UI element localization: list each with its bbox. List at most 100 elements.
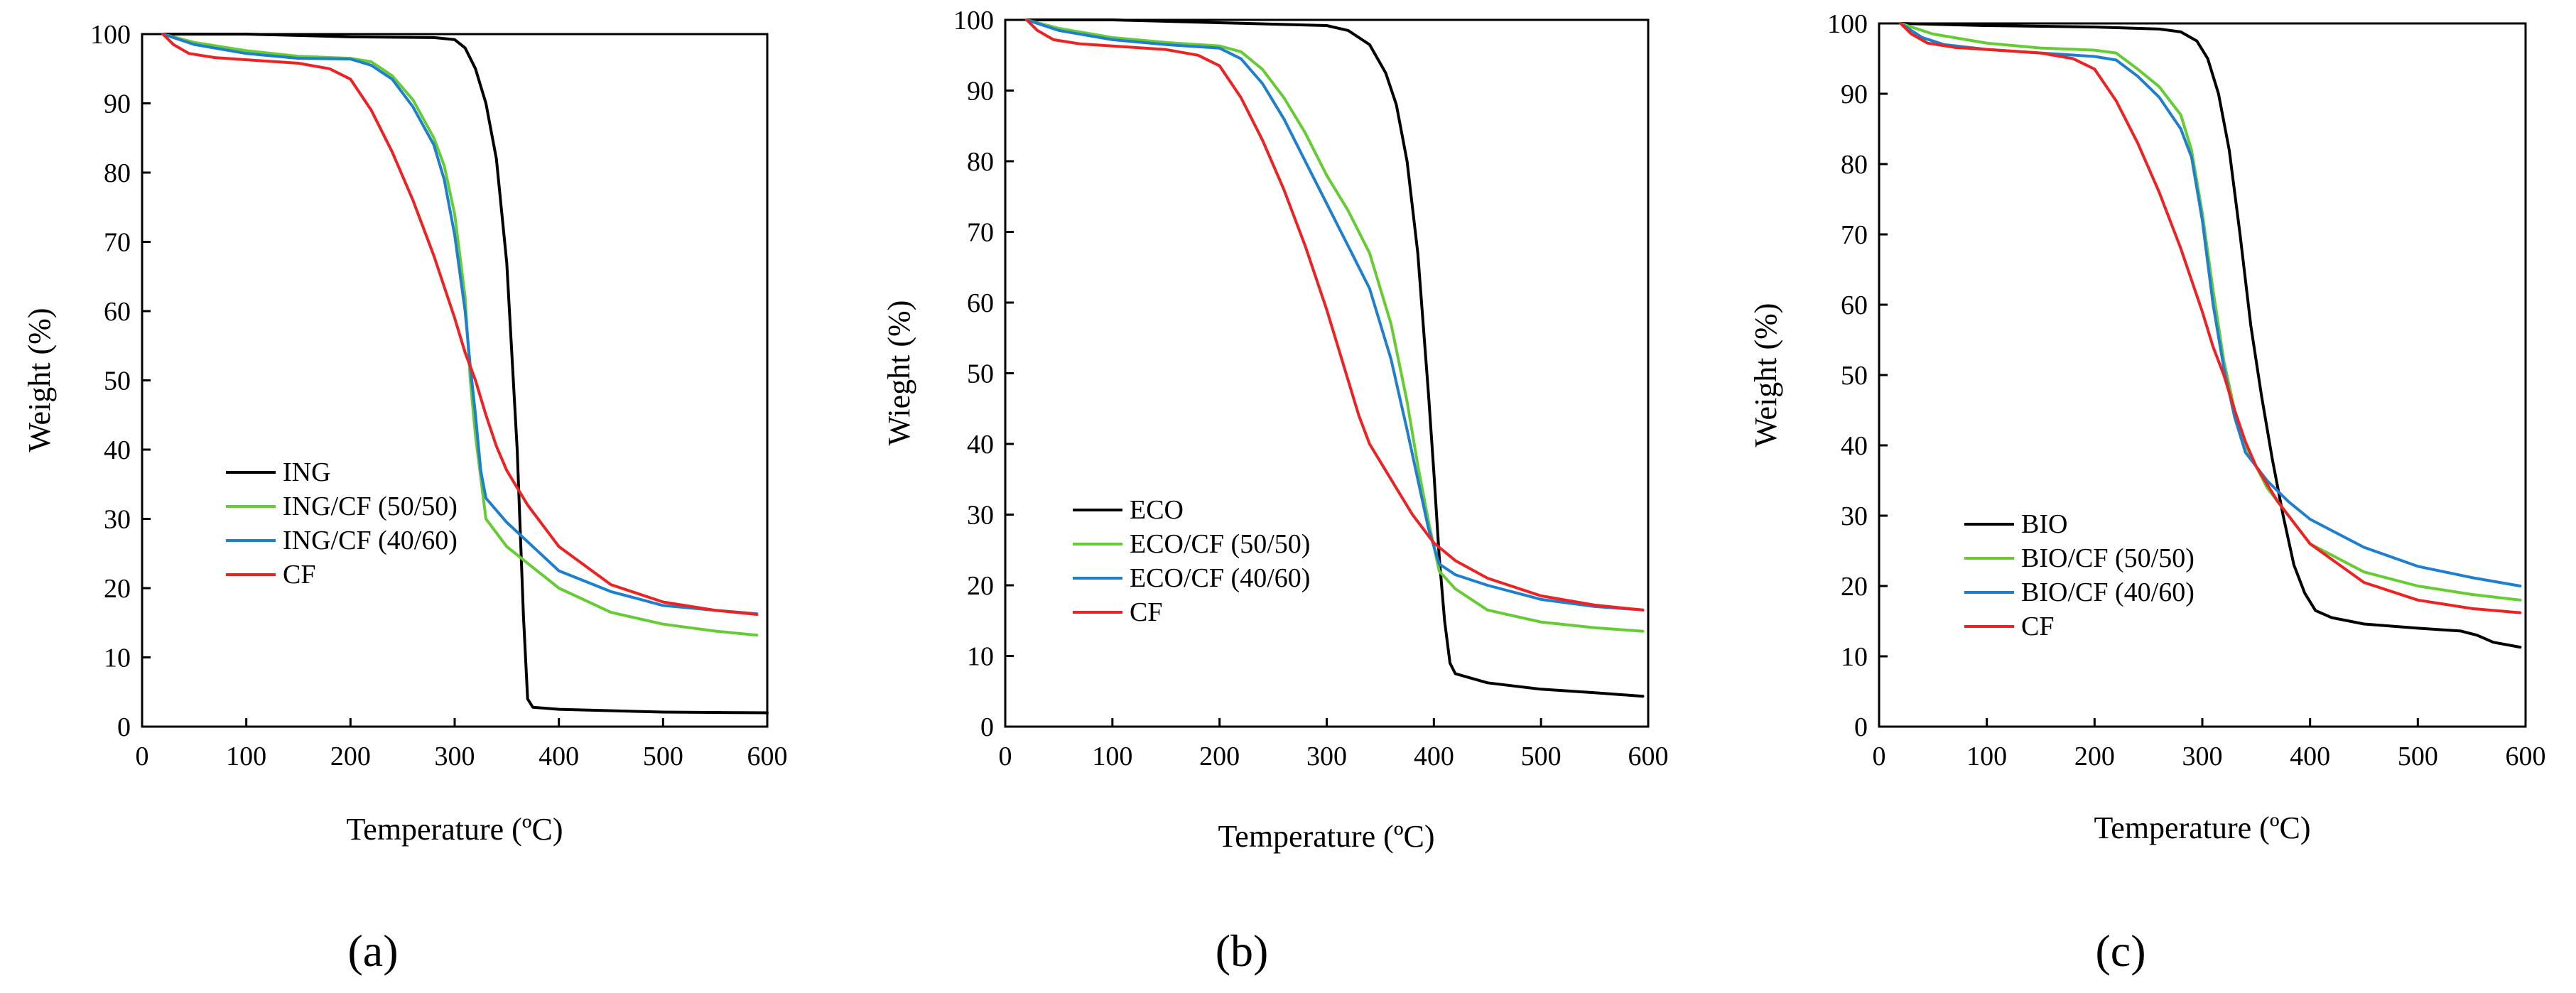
series-line-eco-cf-40-60: [1025, 18, 1645, 612]
x-tick-label: 200: [1199, 742, 1240, 771]
legend-label: CF: [2021, 612, 2054, 641]
y-tick-label: 0: [117, 712, 131, 742]
x-tick-label: 200: [330, 742, 371, 771]
legend-label: ING: [283, 457, 331, 487]
y-tick-label: 20: [967, 571, 994, 601]
legend-label: ECO: [1130, 495, 1184, 525]
series-line-eco-cf-50-50: [1025, 18, 1645, 633]
panel-label: (c): [2095, 926, 2145, 976]
x-tick-label: 200: [2074, 742, 2115, 771]
x-tick-label: 300: [2182, 742, 2223, 771]
x-tick-label: 300: [435, 742, 475, 771]
x-tick-label: 0: [999, 742, 1012, 771]
y-axis-title: Wieght (%): [882, 300, 916, 446]
y-tick-label: 90: [967, 77, 994, 107]
y-tick-label: 80: [104, 158, 131, 188]
y-tick-label: 100: [90, 20, 131, 50]
x-tick-label: 600: [747, 742, 788, 771]
x-tick-label: 0: [136, 742, 149, 771]
panel-b: 0 10 20 30 40 50 60 70 80 90 100 0 100 200 300 400 500 6…: [882, 6, 1669, 976]
legend-label: ING/CF (40/60): [283, 526, 458, 555]
x-tick-label: 100: [1092, 742, 1132, 771]
x-axis-title: Temperature (ºC): [1218, 819, 1435, 854]
y-tick-label: 90: [1841, 80, 1868, 109]
y-tick-label: 70: [104, 228, 131, 258]
x-tick-label: 600: [2506, 742, 2546, 771]
x-axis-ticks: 0 100 200 300 400 500 600: [1873, 718, 2546, 771]
series-lines: [1899, 22, 2522, 649]
legend: ECO ECO/CF (50/50) ECO/CF (40/60) CF: [1073, 495, 1310, 627]
y-tick-label: 90: [104, 89, 131, 119]
series-line-eco: [1025, 18, 1645, 698]
y-tick-label: 10: [967, 642, 994, 672]
y-tick-label: 30: [104, 505, 131, 535]
x-tick-label: 500: [1521, 742, 1562, 771]
y-tick-label: 10: [104, 644, 131, 673]
x-tick-label: 600: [1628, 742, 1669, 771]
y-axis-title: Weight (%): [1748, 303, 1783, 447]
series-line-ing: [161, 33, 769, 715]
x-tick-label: 400: [539, 742, 579, 771]
x-tick-label: 100: [226, 742, 266, 771]
panel-label: (b): [1216, 926, 1269, 976]
y-tick-label: 40: [1841, 431, 1868, 461]
series-line-cf: [161, 33, 759, 616]
panel-c: 0 10 20 30 40 50 60 70 80 90 100 0 100 200 300 400 500 6…: [1748, 9, 2546, 976]
y-tick-label: 0: [1854, 712, 1868, 742]
x-axis-title: Temperature (ºC): [347, 812, 563, 847]
y-tick-label: 60: [104, 297, 131, 327]
series-lines: [1025, 18, 1645, 698]
y-tick-label: 70: [1841, 220, 1868, 250]
x-tick-label: 100: [1966, 742, 2007, 771]
legend: BIO BIO/CF (50/50) BIO/CF (40/60) CF: [1964, 509, 2195, 641]
legend-label: ECO/CF (40/60): [1130, 563, 1310, 593]
y-tick-label: 80: [1841, 150, 1868, 180]
legend-label: BIO/CF (40/60): [2021, 577, 2195, 607]
legend-label: BIO/CF (50/50): [2021, 543, 2195, 573]
y-tick-label: 60: [967, 288, 994, 318]
x-tick-label: 500: [643, 742, 683, 771]
legend: ING ING/CF (50/50) ING/CF (40/60) CF: [226, 457, 458, 590]
legend-label: CF: [1130, 597, 1162, 627]
panel-label: (a): [347, 926, 398, 976]
legend-label: ECO/CF (50/50): [1130, 529, 1310, 559]
y-tick-label: 80: [967, 147, 994, 177]
series-line-cf: [1899, 22, 2522, 614]
y-tick-label: 30: [1841, 501, 1868, 531]
y-tick-label: 70: [967, 218, 994, 248]
x-tick-label: 0: [1873, 742, 1886, 771]
y-tick-label: 100: [1827, 9, 1868, 39]
y-tick-label: 50: [967, 359, 994, 389]
x-axis-ticks: 0 100 200 300 400 500 600: [136, 718, 788, 771]
y-axis-title: Weight (%): [22, 308, 57, 452]
x-tick-label: 300: [1306, 742, 1347, 771]
y-tick-label: 50: [1841, 361, 1868, 391]
x-axis-title: Temperature (ºC): [2094, 810, 2311, 845]
y-tick-label: 40: [967, 430, 994, 460]
y-axis-ticks: 0 10 20 30 40 50 60 70 80 90 100: [90, 20, 151, 742]
series-line-bio: [1899, 22, 2522, 649]
y-tick-label: 40: [104, 435, 131, 465]
x-tick-label: 400: [1414, 742, 1454, 771]
x-tick-label: 500: [2398, 742, 2438, 771]
y-axis-ticks: 0 10 20 30 40 50 60 70 80 90 100: [1827, 9, 1888, 742]
y-tick-label: 100: [953, 6, 994, 36]
legend-label: BIO: [2021, 509, 2067, 539]
series-line-cf: [1025, 18, 1645, 612]
y-tick-label: 60: [1841, 291, 1868, 320]
y-tick-label: 30: [967, 501, 994, 531]
y-tick-label: 50: [104, 367, 131, 396]
y-axis-ticks: 0 10 20 30 40 50 60 70 80 90 100: [953, 6, 1014, 742]
x-tick-label: 400: [2290, 742, 2330, 771]
panel-a: 0 10 20 30 40 50 60 70 80 90 100 0 100 200 300 400 500 6…: [22, 20, 788, 976]
y-tick-label: 10: [1841, 642, 1868, 672]
y-tick-label: 20: [1841, 572, 1868, 602]
series-lines: [161, 33, 769, 715]
series-line-ing-cf-40-60: [161, 33, 759, 616]
y-tick-label: 20: [104, 574, 131, 604]
y-tick-label: 0: [980, 712, 994, 742]
legend-label: ING/CF (50/50): [283, 492, 458, 521]
legend-label: CF: [283, 560, 315, 590]
x-axis-ticks: 0 100 200 300 400 500 600: [999, 718, 1669, 771]
